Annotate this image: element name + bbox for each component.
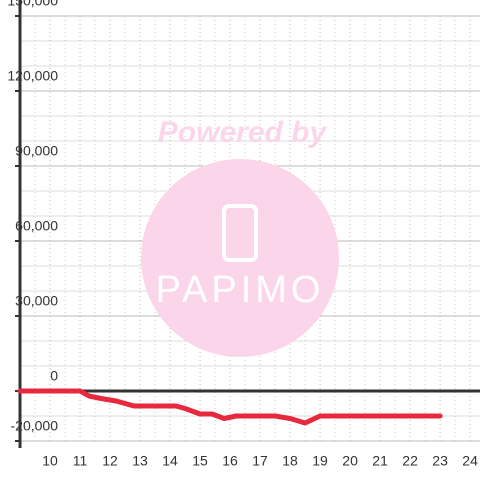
x-tick-label: 22 — [402, 453, 418, 469]
x-tick-label: 23 — [432, 453, 448, 469]
x-tick-label: 21 — [372, 453, 388, 469]
y-tick-label: -20,000 — [11, 418, 59, 434]
x-tick-label: 24 — [462, 453, 478, 469]
x-tick-label: 16 — [222, 453, 238, 469]
phone-icon — [222, 204, 258, 262]
x-tick-label: 10 — [42, 453, 58, 469]
y-tick-label: 0 — [50, 368, 58, 384]
y-tick-label: 90,000 — [15, 143, 58, 159]
y-tick-label: 150,000 — [7, 0, 58, 9]
x-tick-label: 17 — [252, 453, 268, 469]
watermark: Powered by PAPIMO — [141, 116, 339, 357]
x-tick-label: 12 — [102, 453, 118, 469]
x-tick-label: 19 — [312, 453, 328, 469]
y-tick-label: 120,000 — [7, 68, 58, 84]
x-tick-label: 15 — [192, 453, 208, 469]
x-tick-label: 14 — [162, 453, 178, 469]
plot: -20,000 0 30,000 60,000 90,000 120,000 150,000… — [7, 0, 480, 469]
x-tick-label: 13 — [132, 453, 148, 469]
line — [17, 388, 443, 426]
y-tick-label: 30,000 — [15, 293, 58, 309]
watermark-logo: PAPIMO — [156, 269, 325, 311]
x-tick-label: 18 — [282, 453, 298, 469]
x-tick-label: 11 — [73, 453, 88, 469]
watermark-text: Powered by — [158, 116, 328, 149]
y-tick-label: 60,000 — [15, 218, 58, 234]
x-tick-label: 20 — [342, 453, 358, 469]
